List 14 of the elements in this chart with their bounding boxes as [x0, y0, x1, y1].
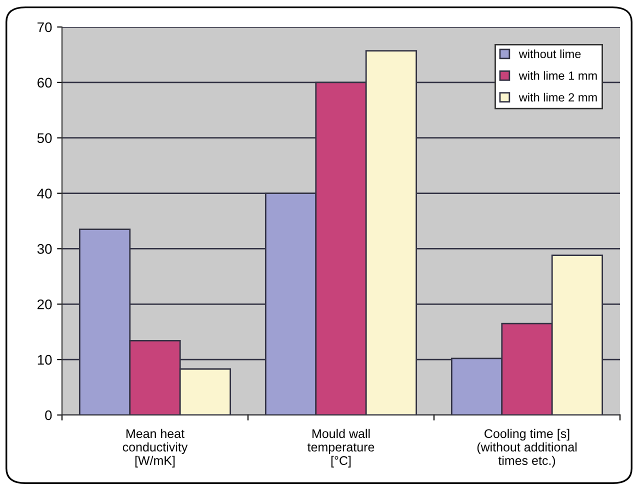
x-tick-label: Mould wall temperature [°C] — [307, 428, 374, 468]
legend-label: without lime — [518, 49, 581, 58]
legend-label: with lime 2 mm — [518, 92, 597, 102]
y-tick-label: 70 — [38, 22, 52, 32]
y-tick-label: 60 — [38, 78, 52, 88]
y-tick-label: 40 — [37, 188, 52, 198]
y-tick-label: 10 — [38, 354, 52, 365]
legend-label: with lime 1 mm — [518, 71, 597, 80]
x-tick-label: Mean heat conductivity [W/mK] — [122, 428, 188, 468]
y-tick-label: 20 — [38, 299, 52, 310]
y-tick-label: 30 — [37, 244, 52, 254]
x-tick-label: Cooling time [s] (without additional times etc.) — [477, 428, 577, 468]
y-tick-label: 0 — [45, 410, 52, 420]
y-tick-label: 50 — [37, 133, 52, 144]
